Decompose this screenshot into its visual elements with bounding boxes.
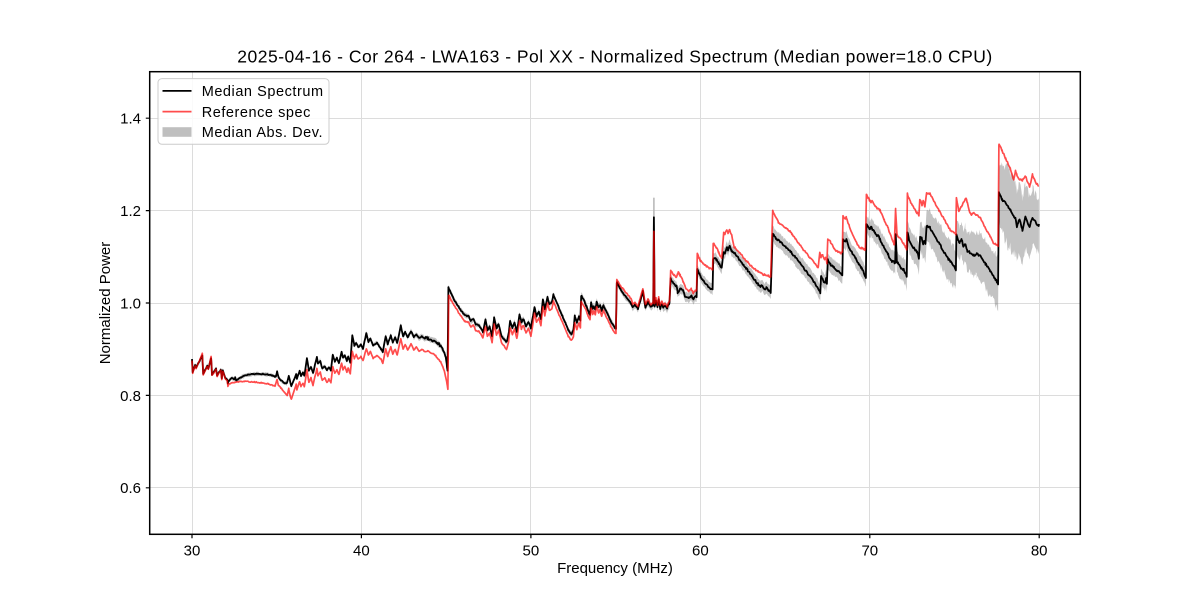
svg-text:70: 70 — [861, 543, 878, 560]
svg-text:1.0: 1.0 — [120, 295, 141, 312]
svg-text:30: 30 — [184, 543, 201, 560]
svg-text:1.4: 1.4 — [120, 111, 141, 128]
svg-text:0.6: 0.6 — [120, 480, 141, 497]
svg-text:50: 50 — [523, 543, 540, 560]
svg-text:Median Spectrum: Median Spectrum — [202, 84, 324, 100]
svg-text:1.2: 1.2 — [120, 203, 141, 220]
svg-text:2025-04-16 - Cor 264 - LWA163: 2025-04-16 - Cor 264 - LWA163 - Pol XX -… — [237, 47, 992, 67]
svg-text:60: 60 — [692, 543, 709, 560]
svg-text:0.8: 0.8 — [120, 388, 141, 405]
svg-text:Frequency (MHz): Frequency (MHz) — [557, 560, 673, 577]
svg-text:Median Abs. Dev.: Median Abs. Dev. — [202, 125, 323, 141]
svg-text:80: 80 — [1031, 543, 1048, 560]
svg-text:Reference spec: Reference spec — [202, 105, 311, 121]
svg-text:Normalized Power: Normalized Power — [97, 242, 114, 365]
svg-text:40: 40 — [353, 543, 370, 560]
